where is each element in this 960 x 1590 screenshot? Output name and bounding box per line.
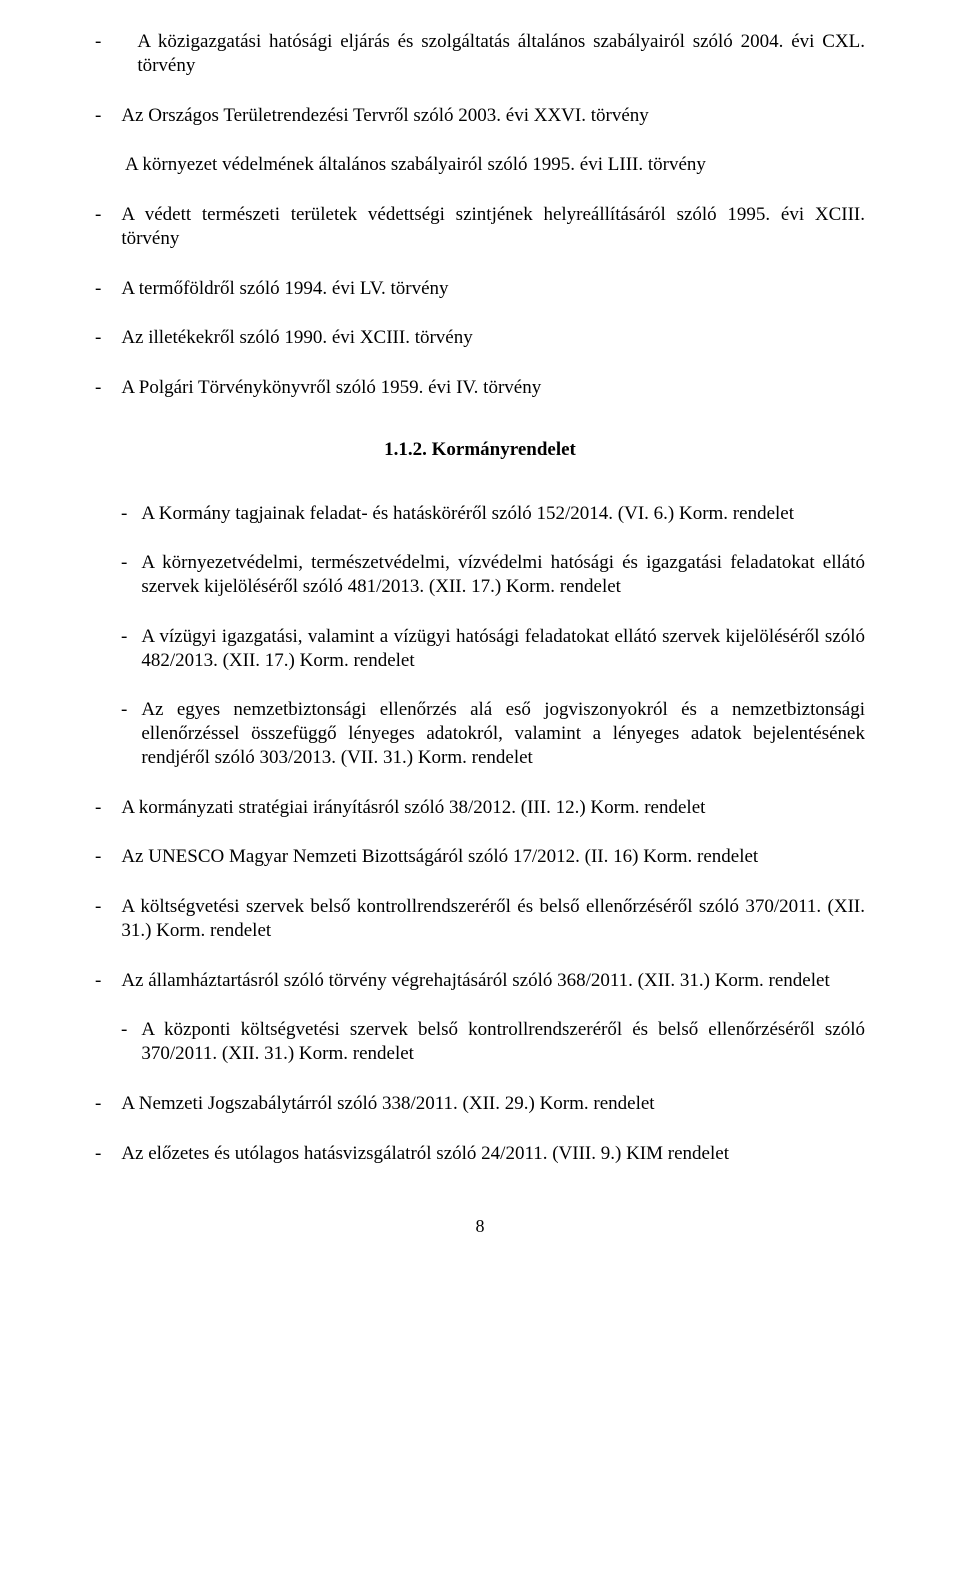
item-text: A költségvetési szervek belső kontrollre… bbox=[121, 895, 865, 943]
item-text: A központi költségvetési szervek belső k… bbox=[141, 1018, 865, 1066]
item-text: A kormányzati stratégiai irányításról sz… bbox=[121, 796, 865, 820]
item-text: A védett természeti területek védettségi… bbox=[121, 203, 865, 251]
bullet-dash: - bbox=[95, 277, 121, 301]
bullet-dash: - bbox=[95, 895, 121, 943]
bullet-dash: - bbox=[95, 845, 121, 869]
item-text: A környezetvédelmi, természetvédelmi, ví… bbox=[141, 551, 865, 599]
item-text: Az UNESCO Magyar Nemzeti Bizottságáról s… bbox=[121, 845, 865, 869]
item-text: Az államháztartásról szóló törvény végre… bbox=[121, 969, 865, 993]
bullet-dash: - bbox=[95, 104, 121, 128]
item-text: A Polgári Törvénykönyvről szóló 1959. év… bbox=[121, 376, 865, 400]
item-text: Az Országos Területrendezési Tervről szó… bbox=[121, 104, 865, 128]
inset-paragraph: A környezet védelmének általános szabály… bbox=[125, 153, 865, 177]
bullet-dash: - bbox=[95, 969, 121, 993]
section-heading: 1.1.2. Kormányrendelet bbox=[95, 438, 865, 462]
list-item: - A közigazgatási hatósági eljárás és sz… bbox=[95, 30, 865, 78]
list-item: - A termőföldről szóló 1994. évi LV. tör… bbox=[95, 277, 865, 301]
bullet-dash: - bbox=[121, 698, 141, 769]
item-text: A vízügyi igazgatási, valamint a vízügyi… bbox=[141, 625, 865, 673]
page-number: 8 bbox=[95, 1215, 865, 1238]
list-item: - A védett természeti területek védettsé… bbox=[95, 203, 865, 251]
list-item: - Az UNESCO Magyar Nemzeti Bizottságáról… bbox=[95, 845, 865, 869]
bullet-dash: - bbox=[95, 1142, 121, 1166]
list-item: - A Nemzeti Jogszabálytárról szóló 338/2… bbox=[95, 1092, 865, 1116]
list-item: - Az államháztartásról szóló törvény vég… bbox=[95, 969, 865, 993]
item-text: A Nemzeti Jogszabálytárról szóló 338/201… bbox=[121, 1092, 865, 1116]
item-text: Az előzetes és utólagos hatásvizsgálatró… bbox=[121, 1142, 865, 1166]
item-text: A termőföldről szóló 1994. évi LV. törvé… bbox=[121, 277, 865, 301]
list-item: - A vízügyi igazgatási, valamint a vízüg… bbox=[121, 625, 865, 673]
list-item: - Az illetékekről szóló 1990. évi XCIII.… bbox=[95, 326, 865, 350]
bullet-dash: - bbox=[95, 203, 121, 251]
bullet-dash: - bbox=[95, 326, 121, 350]
list-item: - A költségvetési szervek belső kontroll… bbox=[95, 895, 865, 943]
bullet-dash: - bbox=[95, 1092, 121, 1116]
list-item: - A Polgári Törvénykönyvről szóló 1959. … bbox=[95, 376, 865, 400]
list-item: - A kormányzati stratégiai irányításról … bbox=[95, 796, 865, 820]
bullet-dash: - bbox=[95, 796, 121, 820]
bullet-dash: - bbox=[121, 502, 141, 526]
bullet-dash: - bbox=[95, 376, 121, 400]
list-item: - A központi költségvetési szervek belső… bbox=[121, 1018, 865, 1066]
list-item: - A Kormány tagjainak feladat- és hatásk… bbox=[121, 502, 865, 526]
item-text: A közigazgatási hatósági eljárás és szol… bbox=[137, 30, 865, 78]
bullet-dash: - bbox=[95, 30, 137, 78]
item-text: Az egyes nemzetbiztonsági ellenőrzés alá… bbox=[141, 698, 865, 769]
bullet-dash: - bbox=[121, 625, 141, 673]
list-item: - A környezetvédelmi, természetvédelmi, … bbox=[121, 551, 865, 599]
item-text: Az illetékekről szóló 1990. évi XCIII. t… bbox=[121, 326, 865, 350]
item-text: A Kormány tagjainak feladat- és hatáskör… bbox=[141, 502, 865, 526]
bullet-dash: - bbox=[121, 551, 141, 599]
list-item: - Az egyes nemzetbiztonsági ellenőrzés a… bbox=[121, 698, 865, 769]
list-item: - Az Országos Területrendezési Tervről s… bbox=[95, 104, 865, 128]
bullet-dash: - bbox=[121, 1018, 141, 1066]
list-item: - Az előzetes és utólagos hatásvizsgálat… bbox=[95, 1142, 865, 1166]
